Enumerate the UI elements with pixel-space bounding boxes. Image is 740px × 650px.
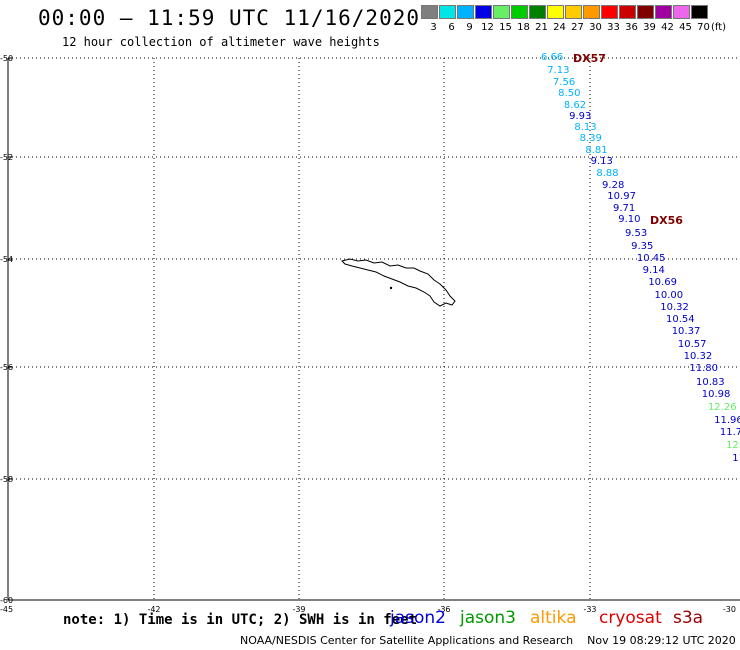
lon-tick-label: -45 [0,605,13,614]
wave-height-value: 9.53 [625,228,647,239]
wave-height-value: 10.57 [678,339,707,350]
wave-height-value: 8.88 [596,168,618,179]
color-scale-label: 6 [448,22,455,33]
wave-height-value: 12.26 [708,402,737,413]
lat-tick-label: -60 [0,596,13,605]
color-swatch [673,5,690,19]
wave-height-value: 8.81 [585,145,607,156]
units-note: note: 1) Time is in UTC; 2) SWH is in fe… [63,612,418,628]
lon-tick-label: -42 [147,605,160,614]
wave-height-value: 10.37 [672,326,701,337]
satellite-legend-item: altika [530,608,577,628]
wave-height-value: 11 [732,453,740,464]
wave-height-value: 10.45 [637,253,666,264]
color-scale-label: 18 [517,22,530,33]
lat-tick-label: -54 [0,255,13,264]
color-swatch [511,5,528,19]
color-scale-label: 9 [466,22,473,33]
color-scale-label: 30 [589,22,602,33]
small-island [389,286,393,290]
satellite-legend-item: jason3 [460,608,516,628]
wave-height-value: 9.10 [618,214,640,225]
wave-height-value: 10.98 [702,389,731,400]
wave-height-value: 8.39 [580,133,602,144]
color-swatch [547,5,564,19]
wave-height-value: 10.32 [684,351,713,362]
wave-height-value: 10.97 [607,191,636,202]
wave-height-value: 11.80 [689,363,718,374]
lon-tick-label: -39 [292,605,305,614]
pass-label: DX57 [573,52,606,65]
wave-height-value: 9.35 [631,241,653,252]
wave-height-value: 6.66 [541,52,563,63]
wave-height-value: 10.83 [696,377,725,388]
satellite-legend-item: jason2 [390,608,446,628]
color-scale-label: 70 [697,22,710,33]
wave-height-value: 10.00 [655,290,684,301]
wave-height-value: 11.71 [720,427,740,438]
color-scale-label: 45 [679,22,692,33]
lat-tick-label: -56 [0,363,13,372]
lat-tick-label: -50 [0,54,13,63]
color-scale-label: 33 [607,22,620,33]
color-scale-label: 3 [430,22,437,33]
lon-tick-label: -36 [437,605,450,614]
wave-height-value: 9.71 [613,203,635,214]
color-swatch [493,5,510,19]
lat-tick-label: -58 [0,475,13,484]
color-scale-label: 27 [571,22,584,33]
south-georgia-island [341,258,456,307]
lat-tick-label: -52 [0,153,13,162]
wave-height-value: 9.13 [591,156,613,167]
color-scale-label: 12 [481,22,494,33]
color-scale-label: 39 [643,22,656,33]
wave-height-value: 12.3 [726,440,740,451]
color-swatch [619,5,636,19]
wave-height-value: 7.56 [553,77,575,88]
color-swatch [637,5,654,19]
color-swatch [421,5,438,19]
color-swatch [457,5,474,19]
color-scale-label: 36 [625,22,638,33]
lon-tick-label: -33 [583,605,596,614]
color-swatch [583,5,600,19]
wave-height-value: 10.54 [666,314,695,325]
map-title: 00:00 – 11:59 UTC 11/16/2020 [38,6,421,30]
wave-height-value: 9.14 [643,265,665,276]
color-swatch [529,5,546,19]
color-swatch [691,5,708,19]
color-swatch [655,5,672,19]
color-swatch [439,5,456,19]
map-subtitle: 12 hour collection of altimeter wave hei… [62,35,380,49]
wave-height-value: 7.13 [547,65,569,76]
color-scale-label: 21 [535,22,548,33]
pass-label: DX56 [650,214,683,227]
wave-height-value: 9.93 [569,111,591,122]
color-scale-unit: (ft) [711,22,727,33]
credit-line: NOAA/NESDIS Center for Satellite Applica… [240,634,736,647]
color-swatch [565,5,582,19]
wave-height-value: 8.13 [574,122,596,133]
color-swatch [475,5,492,19]
color-scale-label: 24 [553,22,566,33]
satellite-legend-item: s3a [673,608,704,628]
wave-height-value: 11.96 [714,415,740,426]
wave-height-value: 10.69 [648,277,677,288]
color-scale-label: 15 [499,22,512,33]
wave-height-value: 9.28 [602,180,624,191]
wave-height-value: 8.50 [558,88,580,99]
lon-tick-label: -30 [723,605,736,614]
wave-height-value: 10.32 [660,302,689,313]
satellite-legend-item: cryosat [599,608,662,628]
wave-height-value: 8.62 [564,100,586,111]
color-scale-label: 42 [661,22,674,33]
color-swatch [601,5,618,19]
